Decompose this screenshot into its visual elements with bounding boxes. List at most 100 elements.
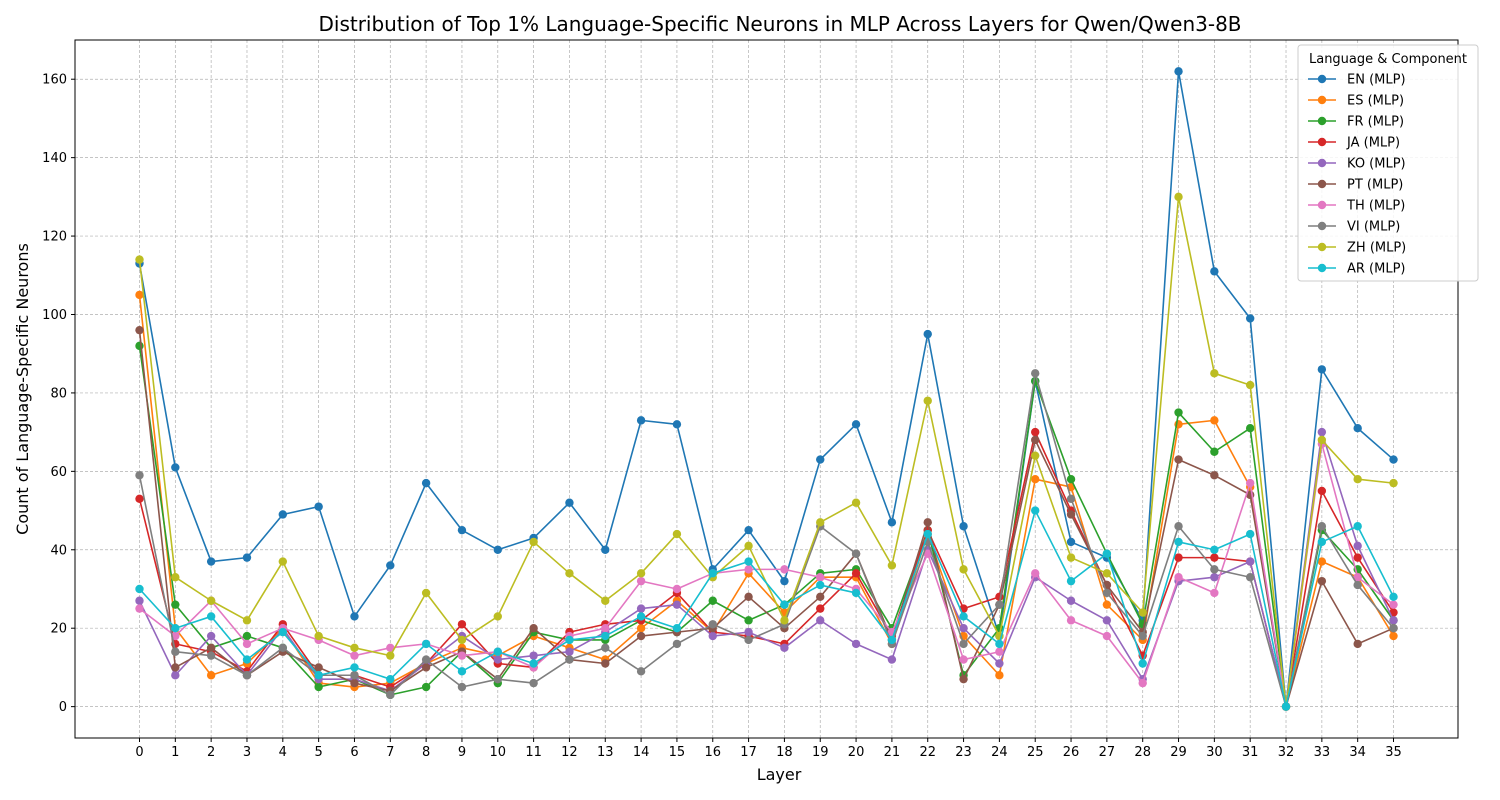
- x-tick-label: 15: [669, 745, 686, 760]
- data-point: [242, 655, 252, 664]
- data-point: [672, 420, 682, 429]
- data-point: [529, 651, 538, 660]
- data-point: [1353, 424, 1362, 433]
- data-point: [565, 647, 574, 656]
- data-point: [1317, 576, 1327, 586]
- data-point: [780, 643, 789, 653]
- x-tick-label: 31: [1242, 745, 1259, 760]
- data-point: [959, 674, 968, 684]
- data-point: [565, 655, 574, 664]
- data-point: [672, 624, 682, 633]
- data-point: [242, 631, 252, 641]
- legend-entry-en-mlp: EN (MLP): [1308, 73, 1406, 88]
- data-point: [421, 655, 431, 664]
- data-point: [242, 671, 252, 680]
- legend-label: EN (MLP): [1347, 73, 1406, 88]
- data-point: [636, 667, 646, 676]
- data-point: [636, 416, 646, 425]
- data-point: [1066, 537, 1076, 547]
- data-point: [887, 655, 897, 664]
- x-tick-label: 23: [955, 745, 972, 760]
- y-tick-label: 140: [42, 151, 67, 166]
- data-point: [959, 522, 968, 531]
- series-line: [138, 70, 1395, 708]
- x-tick-label: 1: [171, 745, 179, 760]
- data-point: [744, 627, 753, 637]
- data-point: [1102, 616, 1112, 625]
- data-point: [959, 624, 968, 633]
- data-point: [1066, 553, 1076, 562]
- data-point: [206, 671, 216, 680]
- x-tick-label: 24: [991, 745, 1008, 760]
- data-point: [278, 627, 288, 637]
- legend-marker: [1317, 263, 1327, 273]
- data-point: [529, 537, 538, 547]
- x-tick-label: 9: [458, 745, 466, 760]
- series-es-mlp: [135, 290, 1398, 711]
- data-point: [1174, 537, 1183, 547]
- data-point: [350, 643, 359, 653]
- legend-label: ES (MLP): [1347, 94, 1404, 109]
- legend-entry-ar-mlp: AR (MLP): [1308, 262, 1406, 277]
- y-tick-label: 40: [50, 543, 67, 558]
- data-point: [1389, 616, 1398, 625]
- legend-marker: [1317, 200, 1327, 210]
- data-point: [816, 616, 825, 625]
- data-point: [744, 616, 753, 625]
- x-tick-label: 26: [1063, 745, 1080, 760]
- chart-title: Distribution of Top 1% Language-Specific…: [318, 12, 1241, 36]
- legend-label: AR (MLP): [1347, 262, 1406, 277]
- data-point: [1174, 522, 1183, 531]
- data-point: [1066, 510, 1076, 519]
- x-tick-label: 5: [314, 745, 322, 760]
- y-tick-label: 60: [50, 465, 67, 480]
- data-point: [923, 518, 932, 527]
- data-point: [1102, 549, 1112, 558]
- x-tick-label: 28: [1134, 745, 1151, 760]
- data-point: [959, 655, 968, 664]
- data-point: [995, 639, 1004, 649]
- data-point: [672, 529, 682, 539]
- x-tick-label: 29: [1170, 745, 1187, 760]
- data-point: [1317, 557, 1327, 566]
- legend-entry-vi-mlp: VI (MLP): [1308, 220, 1400, 235]
- data-point: [851, 569, 861, 578]
- legend-marker: [1317, 137, 1327, 147]
- data-point: [1353, 573, 1362, 582]
- x-tick-label: 21: [884, 745, 901, 760]
- data-point: [1317, 435, 1327, 445]
- data-point: [135, 584, 144, 594]
- data-point: [1066, 596, 1076, 605]
- data-point: [135, 290, 144, 300]
- y-tick-label: 120: [42, 230, 67, 245]
- legend-label: VI (MLP): [1347, 220, 1400, 235]
- data-point: [1031, 569, 1040, 578]
- x-tick-label: 30: [1206, 745, 1223, 760]
- data-point: [314, 502, 323, 511]
- data-point: [457, 682, 467, 692]
- data-point: [1389, 600, 1398, 609]
- legend-entry-pt-mlp: PT (MLP): [1308, 178, 1403, 193]
- y-axis-label: Count of Language-Specific Neurons: [13, 243, 32, 535]
- legend-box: [1297, 44, 1479, 282]
- data-point: [350, 663, 359, 672]
- data-point: [1031, 435, 1040, 445]
- data-point: [923, 549, 932, 558]
- data-point: [636, 631, 646, 641]
- data-point: [1031, 369, 1040, 378]
- legend-title: Language & Component: [1309, 52, 1467, 67]
- data-point: [135, 604, 144, 613]
- legend-label: ZH (MLP): [1347, 241, 1406, 256]
- data-point: [708, 569, 717, 578]
- data-point: [135, 494, 144, 503]
- series-zh-mlp: [135, 192, 1398, 711]
- data-point: [314, 682, 323, 692]
- data-point: [744, 592, 753, 602]
- x-tick-label: 18: [776, 745, 793, 760]
- data-point: [851, 498, 861, 507]
- data-point: [601, 545, 610, 554]
- data-point: [780, 565, 789, 574]
- data-point: [135, 255, 144, 264]
- legend-marker: [1317, 242, 1327, 252]
- data-point: [1031, 474, 1040, 484]
